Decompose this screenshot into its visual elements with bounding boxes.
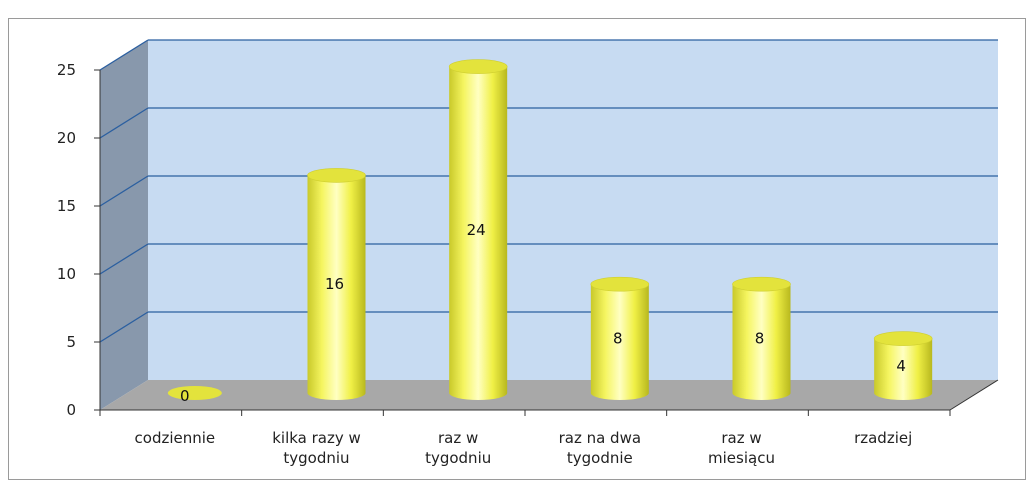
data-label: 16 [325,275,344,293]
axes [99,70,999,416]
x-category-label-line: raz na dwa [559,429,641,447]
gridline-side [99,39,149,71]
x-category-label: raz na dwa tygodnie [559,429,641,467]
bar: 24 [448,59,508,400]
bar-top [590,276,650,292]
floor [100,380,998,410]
floor-edge [949,379,999,411]
x-category-label: codziennie [135,429,216,447]
y-tick-label: 25 [57,61,76,79]
x-category-label-line: tygodnie [567,449,633,467]
bar: 4 [873,331,933,401]
gridline-side [99,311,149,343]
data-label: 24 [467,221,486,239]
gridline-side [99,175,149,207]
x-category-label: raz w miesiącu [708,429,775,467]
x-category-label-line: raz w [438,429,478,447]
gridlines [99,39,998,343]
y-tick-label: 5 [66,333,76,351]
x-category-label-line: tygodniu [425,449,491,467]
bar-body [307,175,366,401]
data-label: 4 [896,357,906,375]
x-category-label-line: miesiącu [708,449,775,467]
gridline-side [99,243,149,275]
y-tick-label: 20 [57,129,76,147]
x-category-label-line: kilka razy w [272,429,361,447]
bar: 8 [732,276,791,401]
bar-top [307,168,366,183]
bar: 16 [307,168,366,401]
x-axis-labels: codziennie kilka razy w tygodniu raz w tygod… [135,429,913,467]
x-category-label: raz w tygodniu [425,429,491,467]
x-category-label-line: rzadziej [854,429,912,447]
data-label: 8 [755,330,765,348]
x-category-label: rzadziej [854,429,912,447]
x-category-label-line: raz w [721,429,761,447]
bar-top [732,276,791,292]
gridline-side [99,107,149,139]
bar-body [874,338,933,401]
bar-body [732,284,791,401]
bar-body [590,284,649,401]
bar-top [448,59,508,74]
bars: 0 16 24 8 8 4 [167,59,933,405]
y-tick-label: 0 [66,401,76,419]
back-wall [148,40,998,380]
y-axis-ticks: 0 5 10 15 20 25 [57,61,100,419]
side-wall [100,40,148,410]
bar-body [449,66,508,400]
bar-top [167,386,222,400]
data-label: 0 [180,387,190,405]
data-label: 8 [613,330,623,348]
y-tick-label: 10 [57,265,76,283]
x-category-label: kilka razy w tygodniu [272,429,361,467]
chart-walls [100,40,998,410]
x-category-label-line: tygodniu [283,449,349,467]
bar-top [873,331,933,346]
bar: 0 [167,386,222,405]
y-tick-label: 15 [57,197,76,215]
x-category-label-line: codziennie [135,429,216,447]
bar: 8 [590,276,650,401]
